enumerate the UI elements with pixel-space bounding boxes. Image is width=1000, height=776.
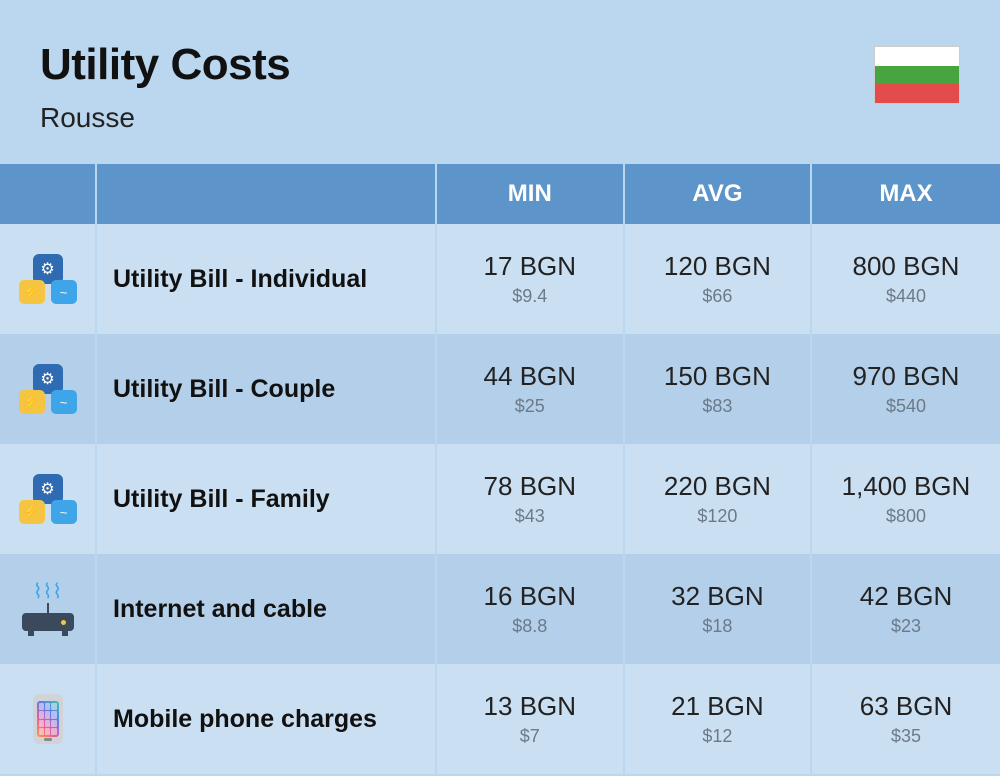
table-body: ⚙⚡~ Utility Bill - Individual 17 BGN $9.4 12…: [0, 224, 1000, 774]
header: Utility Costs Rousse: [0, 0, 1000, 164]
flag-stripe-1: [875, 47, 959, 66]
row-avg: 150 BGN $83: [625, 334, 813, 444]
row-label: Internet and cable: [97, 554, 437, 664]
row-icon-cell: ⌇⌇⌇: [0, 554, 97, 664]
row-label: Utility Bill - Individual: [97, 224, 437, 334]
avg-value: 32 BGN: [671, 581, 764, 612]
row-min: 13 BGN $7: [437, 664, 625, 774]
avg-sub: $12: [702, 726, 732, 747]
th-min: MIN: [437, 164, 625, 224]
utility-icon: ⚙⚡~: [19, 474, 77, 524]
table-header-row: MIN AVG MAX: [0, 164, 1000, 224]
row-avg: 32 BGN $18: [625, 554, 813, 664]
costs-table: MIN AVG MAX ⚙⚡~ Utility Bill - Individual…: [0, 164, 1000, 774]
utility-icon: ⚙⚡~: [19, 254, 77, 304]
max-value: 970 BGN: [853, 361, 960, 392]
row-max: 42 BGN $23: [812, 554, 1000, 664]
row-avg: 21 BGN $12: [625, 664, 813, 774]
row-label: Utility Bill - Couple: [97, 334, 437, 444]
avg-sub: $120: [697, 506, 737, 527]
max-value: 63 BGN: [860, 691, 953, 722]
page-title: Utility Costs: [40, 40, 290, 90]
title-block: Utility Costs Rousse: [40, 40, 290, 134]
flag-stripe-3: [875, 84, 959, 103]
row-max: 1,400 BGN $800: [812, 444, 1000, 554]
row-label: Utility Bill - Family: [97, 444, 437, 554]
row-icon-cell: ⚙⚡~: [0, 224, 97, 334]
page-subtitle: Rousse: [40, 102, 290, 134]
row-avg: 220 BGN $120: [625, 444, 813, 554]
row-label: Mobile phone charges: [97, 664, 437, 774]
avg-value: 120 BGN: [664, 251, 771, 282]
row-max: 800 BGN $440: [812, 224, 1000, 334]
table-row: ⚙⚡~ Utility Bill - Couple 44 BGN $25 150 BGN…: [0, 334, 1000, 444]
row-min: 78 BGN $43: [437, 444, 625, 554]
avg-sub: $18: [702, 616, 732, 637]
row-min: 16 BGN $8.8: [437, 554, 625, 664]
row-max: 63 BGN $35: [812, 664, 1000, 774]
flag-stripe-2: [875, 66, 959, 85]
utility-icon: ⚙⚡~: [19, 364, 77, 414]
table-row: ⚙⚡~ Utility Bill - Individual 17 BGN $9.4 12…: [0, 224, 1000, 334]
table-row: Mobile phone charges 13 BGN $7 21 BGN $12 63 …: [0, 664, 1000, 774]
row-icon-cell: ⚙⚡~: [0, 444, 97, 554]
avg-value: 220 BGN: [664, 471, 771, 502]
table-row: ⚙⚡~ Utility Bill - Family 78 BGN $43 220 BGN…: [0, 444, 1000, 554]
row-avg: 120 BGN $66: [625, 224, 813, 334]
max-sub: $800: [886, 506, 926, 527]
row-max: 970 BGN $540: [812, 334, 1000, 444]
max-sub: $23: [891, 616, 921, 637]
avg-sub: $83: [702, 396, 732, 417]
min-sub: $25: [515, 396, 545, 417]
router-icon: ⌇⌇⌇: [22, 587, 74, 631]
flag-icon: [874, 46, 960, 104]
min-value: 17 BGN: [484, 251, 577, 282]
min-value: 78 BGN: [484, 471, 577, 502]
max-sub: $35: [891, 726, 921, 747]
min-value: 16 BGN: [484, 581, 577, 612]
row-icon-cell: [0, 664, 97, 774]
min-value: 13 BGN: [484, 691, 577, 722]
avg-sub: $66: [702, 286, 732, 307]
row-min: 44 BGN $25: [437, 334, 625, 444]
th-avg: AVG: [625, 164, 813, 224]
row-min: 17 BGN $9.4: [437, 224, 625, 334]
min-sub: $8.8: [512, 616, 547, 637]
min-value: 44 BGN: [484, 361, 577, 392]
min-sub: $9.4: [512, 286, 547, 307]
max-value: 1,400 BGN: [842, 471, 971, 502]
min-sub: $7: [520, 726, 540, 747]
phone-icon: [33, 694, 63, 744]
max-value: 800 BGN: [853, 251, 960, 282]
th-label: [97, 164, 437, 224]
avg-value: 21 BGN: [671, 691, 764, 722]
max-sub: $440: [886, 286, 926, 307]
table-row: ⌇⌇⌇ Internet and cable 16 BGN $8.8 32 BGN $18…: [0, 554, 1000, 664]
max-sub: $540: [886, 396, 926, 417]
th-max: MAX: [812, 164, 1000, 224]
avg-value: 150 BGN: [664, 361, 771, 392]
row-icon-cell: ⚙⚡~: [0, 334, 97, 444]
min-sub: $43: [515, 506, 545, 527]
th-icon: [0, 164, 97, 224]
max-value: 42 BGN: [860, 581, 953, 612]
